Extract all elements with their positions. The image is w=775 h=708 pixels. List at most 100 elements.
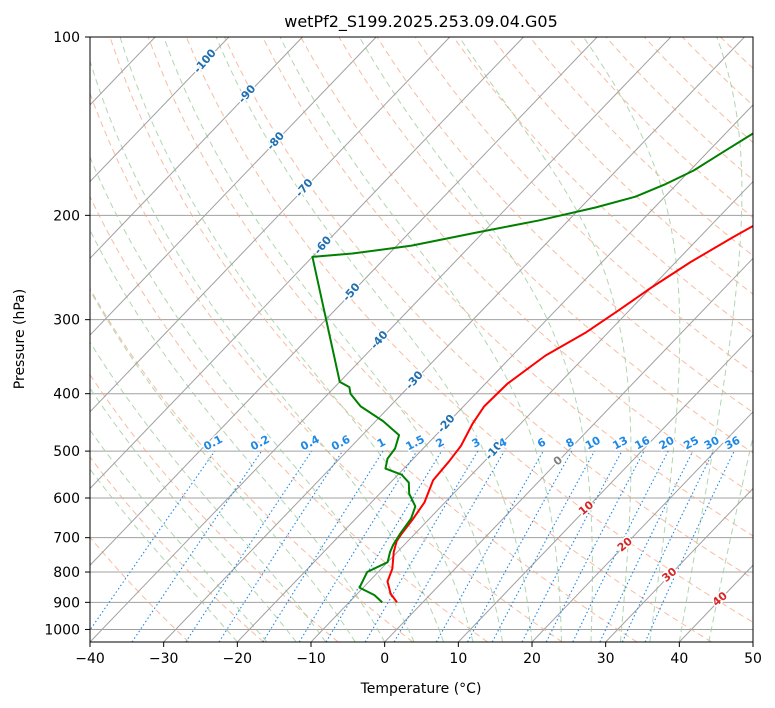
dry-adiabat-line xyxy=(147,37,712,642)
mixing-ratio-label: 0.2 xyxy=(248,433,271,454)
dry-adiabat-line xyxy=(567,37,753,219)
mixing-ratio-label: 0.4 xyxy=(298,433,322,454)
y-tick-label: 1000 xyxy=(44,622,80,638)
dry-adiabat-line xyxy=(643,37,753,144)
chart-title: wetPf2_S199.2025.253.09.04.G05 xyxy=(284,12,558,32)
moist-adiabat-line xyxy=(90,229,386,642)
mixing-ratio-label: 16 xyxy=(633,434,653,453)
x-tick-label: −30 xyxy=(149,651,179,667)
mixing-ratio-label: 6 xyxy=(535,435,548,450)
mixing-ratio-line xyxy=(325,450,443,642)
dry-adiabat-line xyxy=(90,373,339,642)
mixing-ratio-label: 30 xyxy=(702,434,722,453)
mixing-ratio-label: 0.1 xyxy=(201,433,224,454)
isotherm-line xyxy=(0,37,8,642)
isotherm-line xyxy=(531,411,753,642)
mixing-ratio-line xyxy=(467,450,573,642)
moist-adiabat-line xyxy=(119,37,474,642)
isotherm-line xyxy=(90,37,672,642)
mixing-ratio-line xyxy=(185,450,313,642)
isotherm-line xyxy=(90,37,524,490)
mixing-ratio-line xyxy=(218,450,343,642)
x-tick-label: 10 xyxy=(449,651,467,667)
mixing-ratio-label: 10 xyxy=(583,434,603,453)
x-tick-label: −20 xyxy=(223,651,253,667)
dewpoint-profile-line xyxy=(311,132,753,604)
x-tick-label: 20 xyxy=(523,651,541,667)
dry-adiabat-line xyxy=(759,37,775,642)
dry-adiabat-line xyxy=(414,37,753,374)
x-tick-label: 30 xyxy=(597,651,615,667)
isotherm-line xyxy=(605,487,753,642)
x-axis-label: Temperature (°C) xyxy=(360,681,482,697)
moist-adiabat-line xyxy=(678,37,743,642)
y-axis-label: Pressure (hPa) xyxy=(12,289,28,389)
moist-adiabat-line xyxy=(358,37,593,642)
mixing-ratio-line xyxy=(621,450,714,642)
y-tick-label: 100 xyxy=(53,30,80,46)
y-tick-label: 800 xyxy=(53,565,80,581)
dry-adiabat-line xyxy=(90,287,414,642)
mixing-ratio-label: 1 xyxy=(375,435,388,450)
dry-adiabat-line xyxy=(529,37,753,257)
moist-adiabat-line xyxy=(215,37,533,642)
mixing-ratio-line xyxy=(90,450,216,632)
mixing-ratio-line xyxy=(131,450,263,642)
moist-adiabat-line xyxy=(90,429,268,642)
temperature-profile-line xyxy=(386,224,753,603)
y-tick-label: 700 xyxy=(53,531,80,547)
mixing-ratio-label: 36 xyxy=(723,434,743,453)
y-tick-label: 500 xyxy=(53,444,80,460)
mixing-ratio-label: 1.5 xyxy=(404,433,427,454)
isotherm-line xyxy=(310,180,753,642)
y-tick-label: 300 xyxy=(53,313,80,329)
isotherm-line xyxy=(90,37,451,413)
isotherm-line xyxy=(90,37,598,566)
moist-adiabat-line xyxy=(90,387,297,642)
mixing-ratio-label: 3 xyxy=(470,435,483,450)
y-tick-label: 600 xyxy=(53,491,80,507)
isotherm-line xyxy=(236,104,753,642)
dry-adiabat-line xyxy=(90,536,190,642)
isotherm-line xyxy=(384,257,753,642)
y-tick-label: 200 xyxy=(53,208,80,224)
dry-adiabat-line xyxy=(376,37,753,413)
isotherm-line xyxy=(90,37,377,336)
x-tick-label: 0 xyxy=(380,651,389,667)
mixing-ratio-line xyxy=(572,450,669,642)
plot-frame xyxy=(89,36,754,643)
mixing-ratio-label: 25 xyxy=(681,434,701,453)
x-tick-label: 40 xyxy=(670,651,688,667)
x-tick-label: 50 xyxy=(744,651,762,667)
dry-adiabat-line xyxy=(605,37,753,181)
x-tick-label: −10 xyxy=(296,651,326,667)
moist-adiabat-line xyxy=(90,59,445,642)
moist-adiabat-line xyxy=(163,37,504,642)
moist-adiabat-line xyxy=(708,434,753,642)
moist-adiabat-line xyxy=(90,289,356,642)
mixing-ratio-label: 0.6 xyxy=(329,433,353,454)
mixing-ratio-line xyxy=(393,450,505,642)
mixing-ratio-line xyxy=(644,450,735,642)
dry-adiabat-line xyxy=(338,37,753,454)
dry-adiabat-line xyxy=(90,195,488,642)
dry-adiabat-line xyxy=(185,37,753,623)
mixing-ratio-line xyxy=(298,450,418,642)
mixing-ratio-line xyxy=(491,450,595,642)
dry-adiabat-line xyxy=(109,37,638,642)
y-tick-label: 400 xyxy=(53,387,80,403)
isotherm-line xyxy=(90,37,303,260)
dry-adiabat-line xyxy=(90,91,563,642)
dry-adiabat-line xyxy=(90,456,264,642)
moist-adiabat-line xyxy=(90,468,238,642)
moist-adiabat-line xyxy=(279,37,562,642)
dry-adiabat-line xyxy=(262,37,753,537)
mixing-ratio-line xyxy=(545,450,645,642)
moist-adiabat-line xyxy=(583,37,681,642)
mixing-ratio-line xyxy=(364,450,479,642)
dry-adiabat-line xyxy=(720,37,753,69)
mixing-ratio-line xyxy=(262,450,384,642)
dry-adiabat-line xyxy=(452,37,753,334)
isotherm-line xyxy=(752,641,753,642)
